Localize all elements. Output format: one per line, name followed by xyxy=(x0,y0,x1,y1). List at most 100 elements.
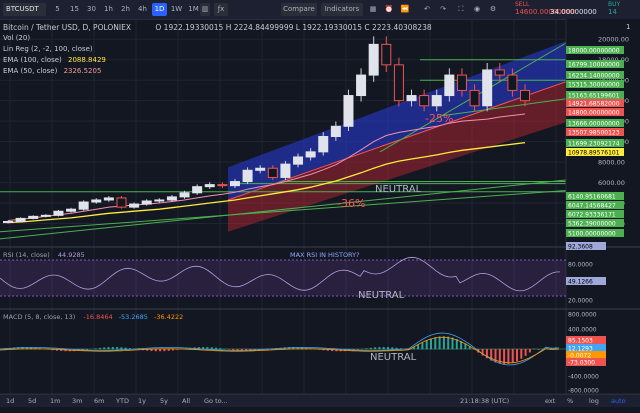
macd-hist-bar xyxy=(447,337,449,350)
macd-hist-bar xyxy=(224,349,226,350)
linreg-label[interactable]: Lin Reg (2, -2, 100, close) xyxy=(3,45,93,53)
candle-body xyxy=(67,209,76,211)
macd-hist-bar xyxy=(439,336,441,349)
interval-15[interactable]: 15 xyxy=(67,3,82,16)
axis-opt-percent[interactable]: % xyxy=(567,396,573,406)
rsi-axis-label: 80.0000 xyxy=(568,262,593,269)
candle-body xyxy=(117,198,126,207)
rsi-label: RSI (14, close) xyxy=(3,251,50,259)
range-6m[interactable]: 6m xyxy=(94,396,104,406)
macd-legend[interactable]: MACD (5, 8, close, 13) -16.8464 -53.2685… xyxy=(3,313,183,321)
chart-title: Bitcoin / Tether USD, D, POLONIEX xyxy=(3,23,131,32)
price-label: 11699.23092174 xyxy=(568,141,620,148)
candle-body xyxy=(344,96,353,127)
range-1m[interactable]: 1m xyxy=(50,396,60,406)
macd-hist-bar xyxy=(120,347,122,349)
candle-body xyxy=(483,70,492,106)
macd-hist-bar xyxy=(232,349,234,350)
neutral-macd-label: NEUTRAL xyxy=(370,352,416,363)
price-label: 13666.00000000 xyxy=(568,121,620,128)
macd-v3: -36.4222 xyxy=(154,313,183,321)
candle-body xyxy=(357,75,366,95)
interval-1M[interactable]: 1M xyxy=(186,3,201,16)
price-label: 13507.98500123 xyxy=(568,130,620,137)
macd-hist-bar xyxy=(228,349,230,350)
settings-icon[interactable]: ⚙ xyxy=(488,3,498,16)
range-5d[interactable]: 5d xyxy=(28,396,36,406)
macd-hist-bar xyxy=(103,347,105,349)
neutral-main-label: NEUTRAL xyxy=(375,184,421,195)
interval-1h[interactable]: 1h xyxy=(101,3,116,16)
macd-hist-bar xyxy=(378,347,380,349)
range-5y[interactable]: 5y xyxy=(160,396,168,406)
macd-hist-bar xyxy=(95,348,97,349)
buy-widget[interactable]: BUY 14 xyxy=(608,1,638,18)
chart-type-icon[interactable]: ▥ xyxy=(200,3,210,16)
rsi-value: 44.9285 xyxy=(58,251,85,259)
candle-body xyxy=(16,218,25,221)
macd-hist-bar xyxy=(434,337,436,349)
macd-hist-bar xyxy=(538,349,540,350)
candle-body xyxy=(41,215,50,216)
macd-axis-label: -73.0300 xyxy=(568,360,595,367)
max-rsi-annotation: MAX RSI IN HISTORY? xyxy=(290,251,360,259)
interval-2h[interactable]: 2h xyxy=(118,3,133,16)
range-1d[interactable]: 1d xyxy=(6,396,14,406)
clock-label: 21:18:38 (UTC) xyxy=(460,396,509,406)
indicators-button[interactable]: Indicators xyxy=(321,3,363,16)
range-3m[interactable]: 3m xyxy=(72,396,82,406)
candle-body xyxy=(155,200,164,201)
axis-opt-ext[interactable]: ext xyxy=(545,396,555,406)
pct-annotation-1: -25% xyxy=(425,112,453,125)
candle-body xyxy=(205,185,214,187)
macd-label: MACD (5, 8, close, 13) xyxy=(3,313,75,321)
price-label: 16799.10000000 xyxy=(568,62,620,69)
fx-icon[interactable]: ƒx xyxy=(214,3,228,16)
range-all[interactable]: All xyxy=(182,396,190,406)
symbol-input[interactable]: BTCUSDT xyxy=(3,3,46,16)
candle-body xyxy=(29,216,38,218)
price-chart[interactable]: 20000.0018000.0016000.0014000.0012000.00… xyxy=(0,19,640,413)
ema50-legend[interactable]: EMA (50, close) 2326.5205 xyxy=(3,67,101,75)
axis-opt-auto[interactable]: auto xyxy=(611,396,626,406)
macd-hist-bar xyxy=(357,349,359,350)
templates-icon[interactable]: ▦ xyxy=(368,3,378,16)
rsi-legend[interactable]: RSI (14, close) 44.9285 xyxy=(3,251,85,259)
fullscreen-icon[interactable]: ⛶ xyxy=(456,3,466,16)
compare-button[interactable]: Compare xyxy=(281,3,317,16)
macd-hist-bar xyxy=(396,348,398,350)
redo-icon[interactable]: ↷ xyxy=(438,3,448,16)
range-ytd[interactable]: YTD xyxy=(116,396,129,406)
interval-4h[interactable]: 4h xyxy=(135,3,150,16)
interval-5[interactable]: 5 xyxy=(50,3,65,16)
candle-body xyxy=(92,200,101,202)
vol-label[interactable]: Vol (20) xyxy=(3,34,30,42)
flag-icon: 1 xyxy=(626,23,630,31)
range-1y[interactable]: 1y xyxy=(138,396,146,406)
sell-label: SELL xyxy=(515,1,529,8)
ema100-value: 2088.8429 xyxy=(68,56,106,64)
ema50-label: EMA (50, close) xyxy=(3,67,57,75)
interval-1W[interactable]: 1W xyxy=(169,3,184,16)
macd-hist-bar xyxy=(383,347,385,349)
macd-hist-bar xyxy=(163,349,165,351)
candle-body xyxy=(104,198,113,200)
macd-hist-bar xyxy=(159,349,161,351)
price-label: 10978.89576101 xyxy=(568,150,620,157)
interval-30[interactable]: 30 xyxy=(84,3,99,16)
ema100-legend[interactable]: EMA (100, close) 2088.8429 xyxy=(3,56,106,64)
price-label: 14800.00000000 xyxy=(568,110,620,117)
alert-icon[interactable]: ⏰ xyxy=(384,3,394,16)
axis-opt-log[interactable]: log xyxy=(589,396,599,406)
price-label: 15163.65199601 xyxy=(568,93,620,100)
macd-hist-bar xyxy=(168,349,170,351)
candle-body xyxy=(470,90,479,105)
range-goto[interactable]: Go to... xyxy=(204,396,228,406)
macd-hist-bar xyxy=(99,348,101,349)
camera-icon[interactable]: ◉ xyxy=(472,3,482,16)
interval-1D[interactable]: 1D xyxy=(152,3,167,16)
buy-value: 34.00000000 xyxy=(550,8,597,16)
undo-icon[interactable]: ↶ xyxy=(422,3,432,16)
macd-hist-bar xyxy=(430,338,432,349)
replay-icon[interactable]: ⏪ xyxy=(400,3,410,16)
